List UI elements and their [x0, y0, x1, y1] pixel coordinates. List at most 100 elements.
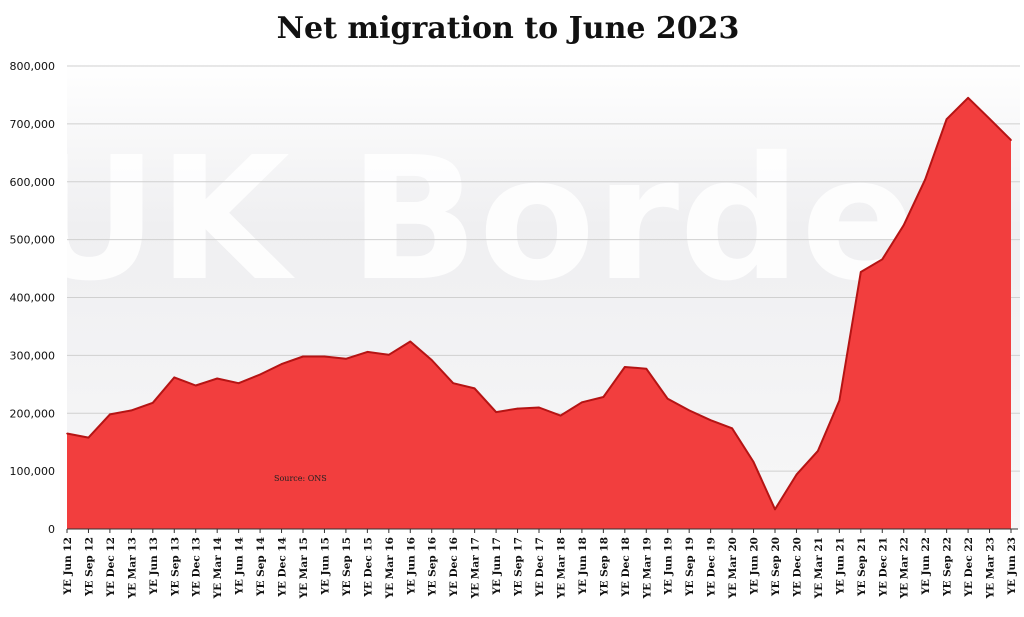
x-tick-label: YE Dec 15	[362, 537, 374, 598]
y-tick-label: 100,000	[10, 465, 56, 478]
x-tick-label: YE Jun 15	[319, 537, 331, 596]
x-tick-label: YE Dec 22	[963, 537, 975, 598]
data-point	[280, 363, 283, 365]
data-point	[66, 432, 68, 435]
data-point	[452, 382, 455, 385]
x-tick-label: YE Mar 22	[899, 537, 911, 599]
data-point	[967, 97, 969, 99]
x-tick-label: YE Jun 19	[663, 537, 675, 596]
x-tick-label: YE Mar 13	[126, 537, 138, 599]
x-tick-label: YE Jun 22	[920, 537, 932, 596]
data-point	[924, 178, 926, 181]
data-point	[194, 384, 197, 387]
x-tick-label: YE Mar 14	[212, 537, 224, 599]
x-tick-label: YE Dec 18	[620, 537, 632, 598]
data-point	[216, 377, 218, 380]
data-point	[624, 366, 626, 368]
data-point	[323, 355, 326, 358]
x-tick-label: YE Jun 23	[1006, 537, 1018, 596]
x-tick-label: YE Mar 16	[384, 537, 396, 599]
x-tick-label: YE Dec 12	[105, 537, 117, 598]
x-tick-label: YE Jun 14	[234, 537, 246, 596]
x-tick-label: YE Mar 23	[985, 537, 997, 599]
x-tick-label: YE Mar 15	[298, 537, 310, 599]
x-tick-label: YE Sep 22	[942, 537, 954, 597]
x-tick-label: YE Mar 20	[727, 537, 739, 599]
x-tick-label: YE Dec 20	[791, 537, 803, 598]
data-point	[538, 406, 540, 409]
y-tick-label: 800,000	[10, 60, 56, 73]
data-point	[902, 224, 905, 226]
data-point	[302, 355, 304, 358]
data-point	[581, 401, 583, 404]
data-point	[1010, 139, 1012, 141]
data-point	[795, 473, 798, 476]
x-tick-label: YE Jun 13	[148, 537, 160, 596]
data-point	[666, 398, 669, 400]
x-tick-label: YE Sep 20	[770, 537, 782, 597]
x-tick-label: YE Sep 13	[169, 537, 181, 597]
x-tick-label: YE Sep 19	[684, 537, 696, 597]
data-point	[838, 399, 841, 402]
data-point	[860, 271, 862, 273]
data-point	[731, 427, 733, 430]
y-tick-label: 400,000	[10, 292, 56, 305]
data-point	[388, 354, 390, 356]
x-tick-label: YE Dec 17	[534, 537, 546, 598]
data-point	[259, 373, 261, 376]
x-tick-label: YE Jun 18	[577, 537, 589, 596]
y-tick-label: 300,000	[10, 349, 56, 362]
y-tick-label: 600,000	[10, 176, 56, 189]
data-point	[688, 409, 690, 412]
data-point	[516, 407, 519, 410]
data-point	[881, 258, 884, 261]
data-point	[602, 396, 605, 398]
data-point	[495, 411, 497, 413]
data-point	[774, 508, 776, 511]
data-point	[752, 461, 755, 463]
data-point	[366, 351, 369, 353]
source-annotation: Source: ONS	[274, 474, 327, 483]
x-tick-label: YE Jun 21	[834, 537, 846, 596]
x-tick-label: YE Sep 17	[513, 537, 525, 597]
x-tick-label: YE Sep 18	[598, 537, 610, 597]
x-tick-label: YE Sep 15	[341, 537, 353, 597]
watermark-text: UK Border	[20, 121, 1000, 319]
y-tick-label: 500,000	[10, 234, 56, 247]
data-point	[988, 117, 991, 120]
x-tick-label: YE Jun 17	[491, 537, 503, 596]
x-tick-label: YE Sep 14	[255, 537, 267, 597]
data-point	[152, 402, 154, 404]
y-tick-label: 0	[48, 523, 55, 536]
x-tick-label: YE Dec 13	[191, 537, 203, 598]
data-point	[473, 387, 476, 390]
data-point	[709, 419, 712, 422]
data-point	[87, 436, 90, 439]
data-point	[173, 376, 176, 379]
data-point	[817, 450, 819, 452]
data-point	[645, 367, 648, 370]
x-tick-label: YE Jun 16	[405, 537, 417, 596]
data-point	[130, 409, 133, 412]
x-tick-label: YE Dec 19	[706, 537, 718, 598]
data-point	[109, 413, 111, 416]
x-tick-label: YE Jun 12	[62, 537, 74, 596]
series-area	[67, 97, 1011, 530]
x-tick-label: YE Dec 14	[277, 537, 289, 598]
x-tick-label: YE Jun 20	[749, 537, 761, 596]
x-tick-label: YE Mar 19	[641, 537, 653, 599]
data-point	[409, 340, 412, 343]
x-tick-label: YE Sep 16	[427, 537, 439, 597]
x-tick-label: YE Mar 17	[470, 537, 482, 599]
y-tick-label: 200,000	[10, 407, 56, 420]
x-tick-label: YE Sep 21	[856, 537, 868, 597]
x-tick-label: YE Sep 12	[83, 537, 95, 597]
x-tick-label: YE Mar 18	[555, 537, 567, 599]
x-tick-label: YE Mar 21	[813, 537, 825, 599]
y-tick-label: 700,000	[10, 118, 56, 131]
data-point	[237, 382, 240, 385]
data-point	[345, 358, 347, 360]
x-tick-label: YE Dec 21	[877, 537, 889, 598]
